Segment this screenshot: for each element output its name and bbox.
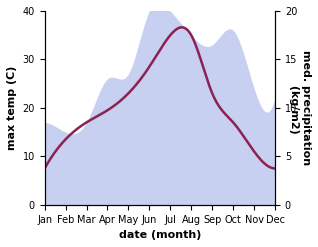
Y-axis label: med. precipitation
 (kg/m2): med. precipitation (kg/m2) bbox=[289, 50, 311, 165]
X-axis label: date (month): date (month) bbox=[119, 230, 201, 240]
Y-axis label: max temp (C): max temp (C) bbox=[7, 66, 17, 150]
